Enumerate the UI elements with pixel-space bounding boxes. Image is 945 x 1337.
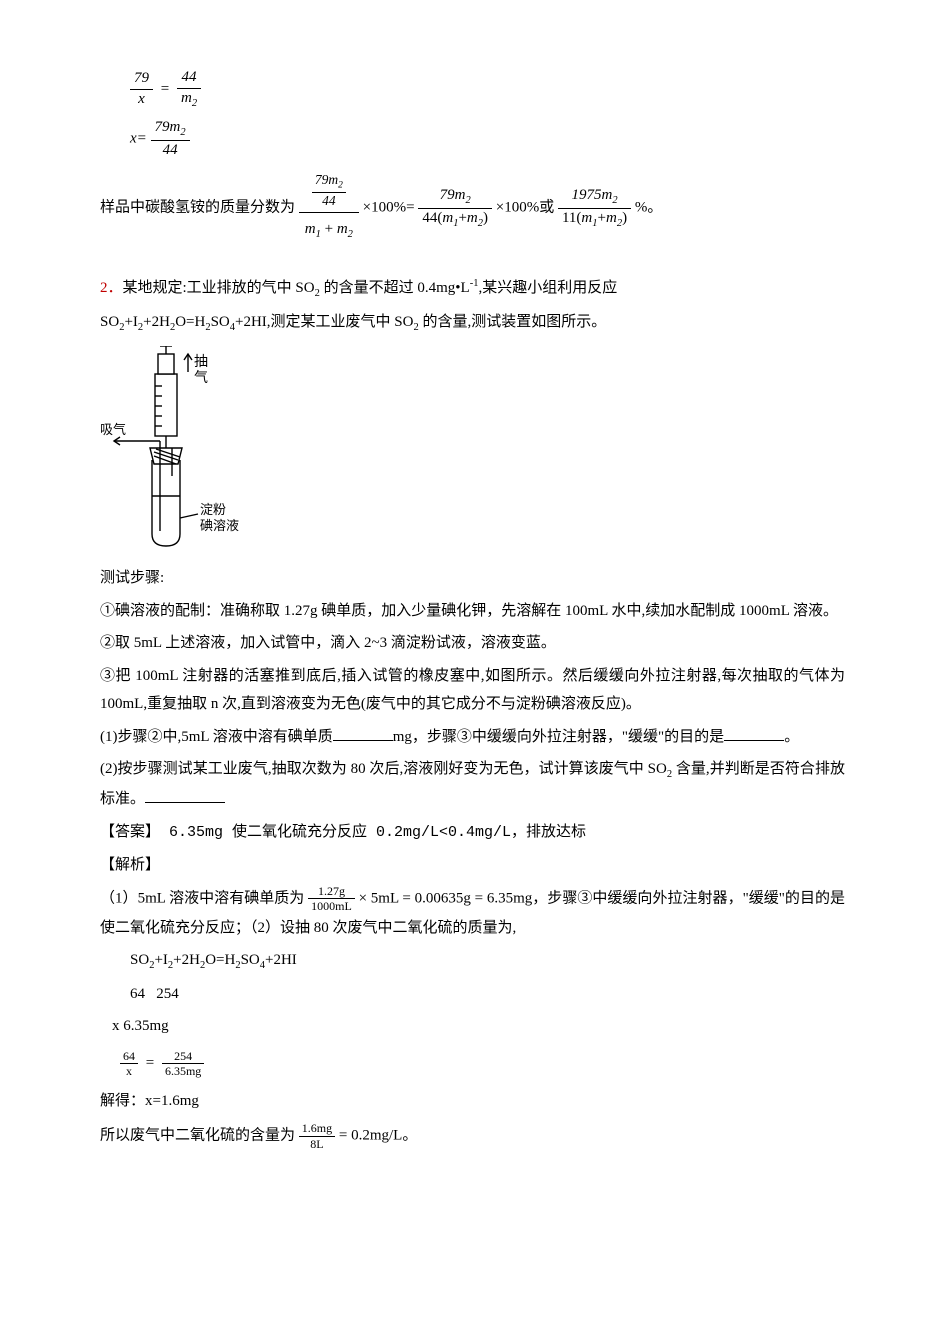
t: SO (241, 952, 260, 968)
outer-num: 79m2 44 (299, 170, 359, 212)
jiexi-1: （1）5mL 溶液中溶有碘单质为 1.27g 1000mL × 5mL = 0.… (100, 884, 845, 942)
equals: = (146, 1055, 154, 1071)
t: +2H (173, 952, 200, 968)
t: SO (130, 952, 149, 968)
text: 所以废气中二氧化硫的含量为 (100, 1128, 295, 1144)
mass-fraction-line: 样品中碳酸氢铵的质量分数为 79m2 44 m1 + m2 ×100%= 79m… (100, 170, 845, 246)
ratio-1: 64 254 (130, 980, 845, 1009)
blank-1 (333, 726, 393, 741)
den: m2 (177, 89, 201, 111)
equation-2: x= 79m2 44 (130, 118, 845, 160)
t: +I (124, 314, 137, 330)
blank-3 (145, 788, 225, 803)
fraction-right: 254 6.35mg (162, 1049, 204, 1079)
text: 。 (784, 729, 799, 745)
label-chou2: 气 (194, 370, 208, 386)
lhs: x= (130, 131, 147, 147)
apparatus-svg: 抽 气 吸气 淀粉 碘溶液 (100, 346, 240, 556)
solve-line: 解得：x=1.6mg (100, 1087, 845, 1116)
blank-2 (724, 726, 784, 741)
den: 6.35mg (162, 1064, 204, 1078)
num: 44 (177, 68, 201, 89)
reaction-line: SO2+I2+2H2O=H2SO4+2HI (130, 946, 845, 976)
step-2: ②取 5mL 上述溶液，加入试管中，滴入 2~3 滴淀粉试液，溶液变蓝。 (100, 629, 845, 658)
t: +I (154, 952, 167, 968)
step-3: ③把 100mL 注射器的活塞推到底后,插入试管的橡皮塞中,如图所示。然后缓缓向… (100, 662, 845, 719)
num: 254 (162, 1049, 204, 1064)
times-100-b: ×100%或 (496, 200, 554, 216)
text: 。 (402, 1128, 417, 1144)
den: 1000mL (308, 899, 355, 913)
num: 79m2 (151, 118, 190, 141)
outer-den: m1 + m2 (299, 213, 359, 247)
t: O=H (205, 952, 235, 968)
nested-fraction-1: 79m2 44 m1 + m2 (299, 170, 359, 246)
inner-den: 44 (312, 193, 346, 209)
step-1: ①碘溶液的配制：准确称取 1.27g 碘单质，加入少量碘化钾，先溶解在 100m… (100, 597, 845, 626)
num: 1.27g (308, 884, 355, 899)
fraction: 1.6mg 8L (299, 1121, 335, 1151)
prefix: 样品中碳酸氢铵的质量分数为 (100, 200, 295, 216)
num: 79 (130, 69, 153, 90)
tail: %。 (635, 200, 663, 216)
text: × 5mL = 0.00635g = 6.35mg (359, 890, 533, 906)
den: x (130, 90, 153, 110)
equation-3: 64 x = 254 6.35mg (120, 1049, 845, 1079)
text: 的含量不超过 0.4mg•L (320, 280, 470, 296)
num: 1.6mg (299, 1121, 335, 1136)
fraction-right: 1975m2 11(m1+m2) (558, 186, 631, 230)
num: 1975m2 (558, 186, 631, 209)
num: 64 (120, 1049, 138, 1064)
den: 44(m1+m2) (418, 209, 492, 231)
text: (2)按步骤测试某工业废气,抽取次数为 80 次后,溶液刚好变为无色，试计算该废… (100, 761, 667, 777)
fraction-right: 44 m2 (177, 68, 201, 110)
jiexi-label: 【解析】 (100, 856, 160, 873)
subquestion-2: (2)按步骤测试某工业废气,抽取次数为 80 次后,溶液刚好变为无色，试计算该废… (100, 755, 845, 813)
t: 的含量,测试装置如图所示。 (419, 314, 607, 330)
equals: = (161, 81, 169, 97)
question-2-line-2: SO2+I2+2H2O=H2SO4+2HI,测定某工业废气中 SO2 的含量,测… (100, 308, 845, 338)
text: (1)步骤②中,5mL 溶液中溶有碘单质 (100, 729, 333, 745)
fraction-mid: 79m2 44(m1+m2) (418, 186, 492, 230)
inner-fraction: 79m2 44 (312, 172, 346, 209)
times-100-a: ×100%= (363, 200, 415, 216)
den: 11(m1+m2) (558, 209, 631, 231)
jiexi-label-line: 【解析】 (100, 851, 845, 880)
label-chou: 抽 (194, 354, 208, 370)
num: 79m2 (418, 186, 492, 209)
answer-label: 【答案】 (100, 823, 160, 840)
text: mg，步骤③中缓缓向外拉注射器，"缓缓"的目的是 (393, 729, 724, 745)
steps-title: 测试步骤: (100, 564, 845, 593)
fraction: 79m2 44 (151, 118, 190, 160)
apparatus-diagram: 抽 气 吸气 淀粉 碘溶液 (100, 346, 845, 556)
fraction-left: 79 x (130, 69, 153, 109)
t: SO (211, 314, 230, 330)
fraction-left: 64 x (120, 1049, 138, 1079)
ratio-2: x 6.35mg (112, 1012, 845, 1041)
text: ,某兴趣小组利用反应 (478, 280, 617, 296)
t: +2HI,测定某工业废气中 SO (235, 314, 413, 330)
fraction: 1.27g 1000mL (308, 884, 355, 914)
text: （1）5mL 溶液中溶有碘单质为 (100, 890, 304, 906)
t: +2HI (265, 952, 297, 968)
label-xi: 吸气 (100, 422, 126, 437)
inner-num: 79m2 (312, 172, 346, 193)
label-sol2: 碘溶液 (200, 518, 239, 533)
den: x (120, 1064, 138, 1078)
question-2-line-1: 2．某地规定:工业排放的气中 SO2 的含量不超过 0.4mg•L-1,某兴趣小… (100, 274, 845, 304)
text: = 0.2mg/L (339, 1128, 402, 1144)
answer-line: 【答案】 6.35mg 使二氧化硫充分反应 0.2mg/L<0.4mg/L，排放… (100, 818, 845, 848)
question-number: 2． (100, 280, 123, 296)
t: O=H (175, 314, 205, 330)
t: SO (100, 314, 119, 330)
final-line: 所以废气中二氧化硫的含量为 1.6mg 8L = 0.2mg/L。 (100, 1121, 845, 1151)
label-sol1: 淀粉 (200, 502, 226, 517)
text: 某地规定:工业排放的气中 SO (123, 280, 315, 296)
den: 44 (151, 141, 190, 161)
equation-1: 79 x = 44 m2 (130, 68, 845, 110)
answer-text: 6.35mg 使二氧化硫充分反应 0.2mg/L<0.4mg/L，排放达标 (160, 824, 586, 841)
den: 8L (299, 1137, 335, 1151)
t: +2H (143, 314, 170, 330)
subquestion-1: (1)步骤②中,5mL 溶液中溶有碘单质 mg，步骤③中缓缓向外拉注射器，"缓缓"… (100, 723, 845, 752)
